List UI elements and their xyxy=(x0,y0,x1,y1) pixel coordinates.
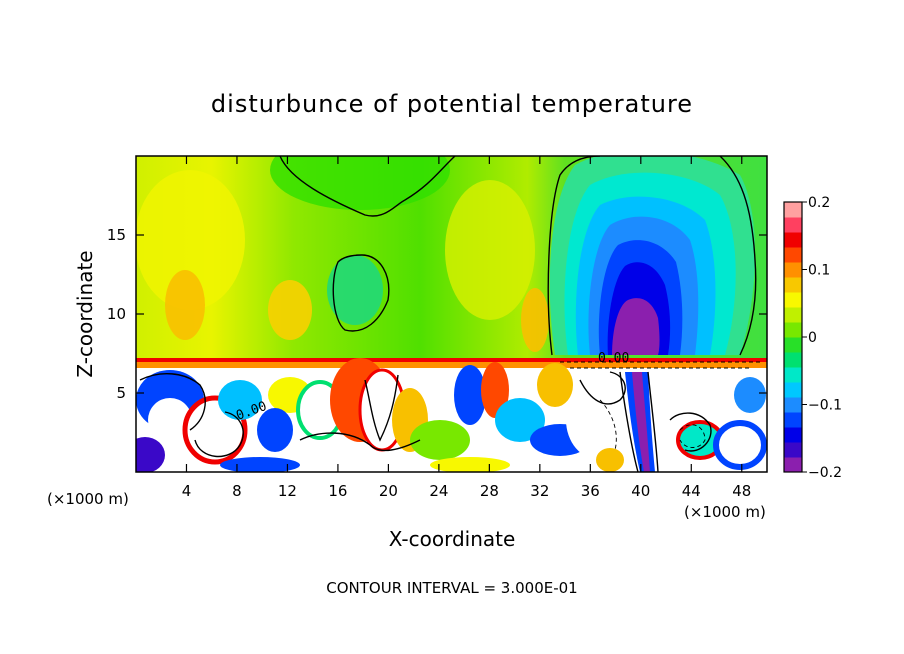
colorbar-tick-label: 0.1 xyxy=(808,263,830,279)
colorbar-swatch xyxy=(784,262,802,278)
plot-area: 0.00 0.00 xyxy=(136,156,767,472)
x-tick-label: 40 xyxy=(631,482,650,500)
colorbar-tick-label: 0 xyxy=(808,330,817,346)
y-axis: 5 10 15 xyxy=(107,226,767,402)
contour-line xyxy=(332,254,390,332)
contour-line xyxy=(364,374,399,442)
x-unit-left: (×1000 m) xyxy=(47,490,129,508)
x-tick-label: 12 xyxy=(278,482,297,500)
x-tick-label: 36 xyxy=(581,482,600,500)
y-tick-label: 15 xyxy=(107,226,126,244)
x-tick-label: 4 xyxy=(182,482,192,500)
y-tick-label: 10 xyxy=(107,305,126,323)
y-axis-label: Z-coordinate xyxy=(73,250,97,377)
y-tick-label: 5 xyxy=(116,384,126,402)
cool-patch xyxy=(270,156,450,210)
colorbar-swatch xyxy=(784,352,802,368)
colorbar-swatch xyxy=(784,427,802,443)
contour-line xyxy=(679,424,706,448)
warm-patch xyxy=(268,280,312,340)
warm-patch xyxy=(521,288,549,352)
contour-line xyxy=(194,411,244,458)
x-tick-label: 16 xyxy=(328,482,347,500)
colorbar-tick-label: −0.1 xyxy=(808,398,842,414)
warm-patch xyxy=(445,180,535,320)
dashed-contours xyxy=(560,361,760,451)
x-tick-label: 48 xyxy=(732,482,751,500)
colorbar-tick-label: −0.2 xyxy=(808,465,842,481)
colorbar-swatch xyxy=(784,247,802,263)
colorbar-swatch xyxy=(784,307,802,323)
colorbar-swatch xyxy=(784,337,802,353)
colorbar-swatch xyxy=(784,397,802,413)
colorbar: 0.2 0.1 0 −0.1 −0.2 xyxy=(783,195,842,481)
colorbar-swatch xyxy=(784,232,802,248)
x-tick-label: 20 xyxy=(379,482,398,500)
colorbar-swatch xyxy=(784,412,802,428)
colorbar-swatch xyxy=(784,457,802,473)
chart-title: disturbunce of potential temperature xyxy=(211,90,693,118)
contour-lines xyxy=(139,156,757,472)
contour-line xyxy=(599,399,617,451)
colorbar-swatch xyxy=(784,277,802,293)
x-tick-label: 24 xyxy=(429,482,448,500)
x-tick-label: 32 xyxy=(530,482,549,500)
contour-line xyxy=(139,372,206,431)
cold-plume xyxy=(549,156,755,355)
warm-patch xyxy=(136,170,245,310)
colorbar-swatch xyxy=(784,442,802,458)
contour-line xyxy=(619,371,659,472)
contour-label: 0.00 xyxy=(598,351,629,366)
x-tick-label: 8 xyxy=(232,482,242,500)
contour-line xyxy=(279,156,456,217)
contour-line xyxy=(299,432,421,452)
x-tick-label: 44 xyxy=(682,482,701,500)
cool-patch xyxy=(327,255,383,325)
colorbar-tick-label: 0.2 xyxy=(808,195,830,211)
contour-line xyxy=(669,412,712,452)
warm-patch xyxy=(165,270,205,340)
colorbar-swatch xyxy=(784,217,802,233)
x-unit-right: (×1000 m) xyxy=(684,503,766,521)
colorbar-swatch xyxy=(784,292,802,308)
colorbar-swatch xyxy=(784,322,802,338)
x-axis-label: X-coordinate xyxy=(389,527,516,551)
colorbar-swatch xyxy=(784,382,802,398)
colorbar-swatch xyxy=(784,202,802,218)
colorbar-swatch xyxy=(784,367,802,383)
contour-line xyxy=(547,156,757,356)
contour-interval-note: CONTOUR INTERVAL = 3.000E-01 xyxy=(326,579,577,597)
x-tick-label: 28 xyxy=(480,482,499,500)
turbulent-layer xyxy=(136,358,767,472)
x-axis: 4 8 12 16 20 24 28 32 36 40 44 48 xyxy=(182,156,751,500)
